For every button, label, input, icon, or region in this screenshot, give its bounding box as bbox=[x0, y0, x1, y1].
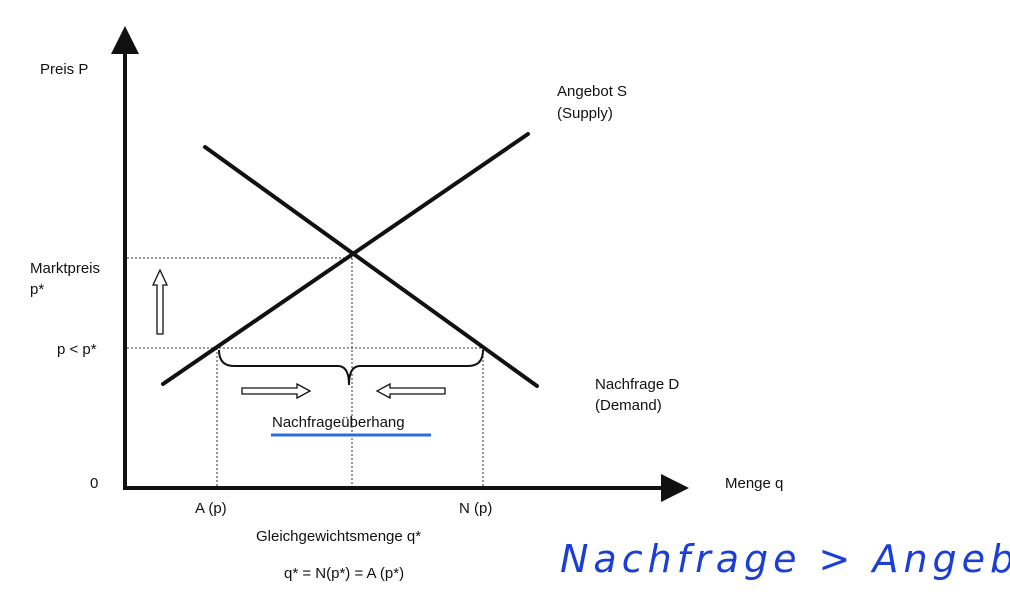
demand-curve bbox=[203, 145, 539, 388]
x-axis-label: Menge q bbox=[725, 475, 783, 492]
equilibrium-formula: q* = N(p*) = A (p*) bbox=[284, 565, 404, 582]
demand-curve-label: Nachfrage D bbox=[595, 376, 679, 393]
origin-label: 0 bbox=[90, 475, 98, 492]
shortage-brace bbox=[218, 349, 484, 386]
supply-curve bbox=[161, 132, 530, 386]
y-axis-label: Preis P bbox=[40, 61, 88, 78]
demand-curve-label-en: (Demand) bbox=[595, 397, 662, 414]
supply-qty-label: A (p) bbox=[195, 500, 227, 517]
supply-curve-label: Angebot S bbox=[557, 83, 627, 100]
left-arrow bbox=[375, 382, 446, 400]
price-up-arrow bbox=[151, 268, 169, 335]
low-price-label: p < p* bbox=[57, 341, 97, 358]
supply-curve-label-en: (Supply) bbox=[557, 105, 613, 122]
equilibrium-qty-label: Gleichgewichtsmenge q* bbox=[256, 528, 421, 545]
shortage-label: Nachfrageüberhang bbox=[272, 414, 405, 431]
market-price-label: Marktpreis bbox=[30, 260, 100, 277]
right-arrow bbox=[241, 382, 312, 400]
demand-qty-label: N (p) bbox=[459, 500, 492, 517]
market-price-symbol: p* bbox=[30, 281, 44, 298]
handwritten-annotation: Nachfrage > Angebot bbox=[560, 537, 1010, 581]
